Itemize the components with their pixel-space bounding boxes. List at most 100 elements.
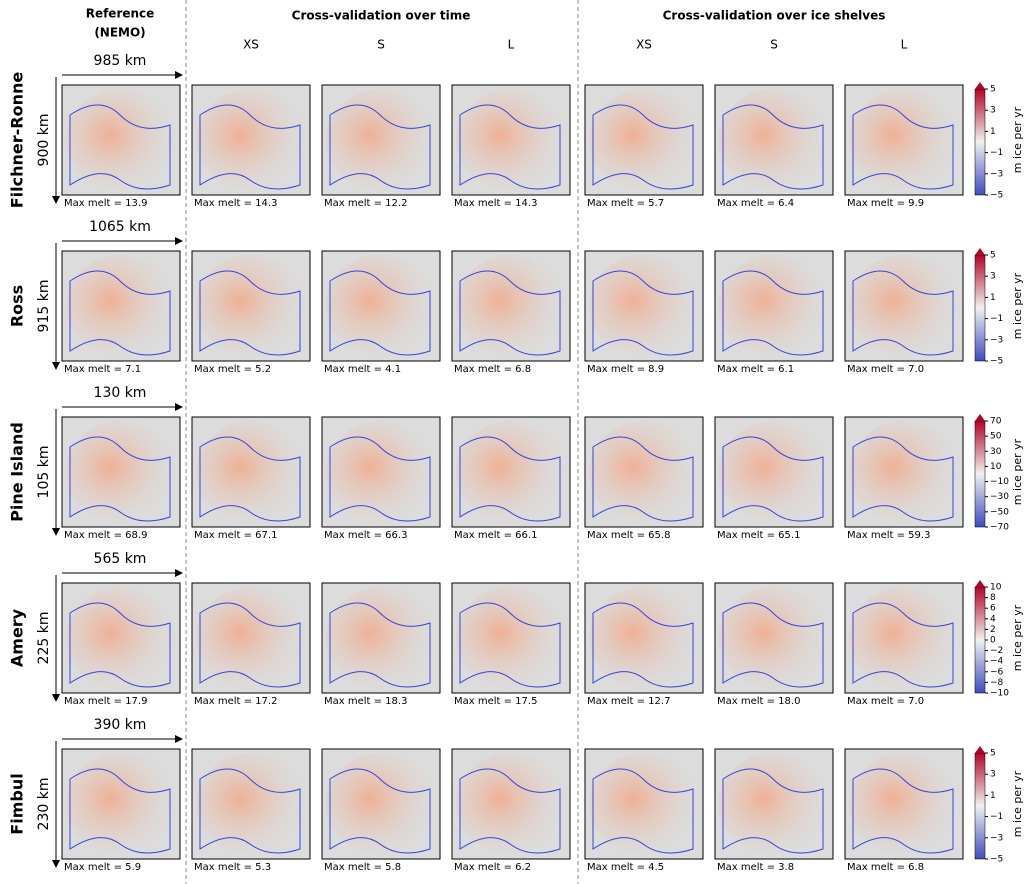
row-name: Fimbul (8, 773, 27, 834)
melt-field (66, 753, 176, 855)
melt-field (456, 587, 566, 689)
max-melt: Max melt = 5.7 (587, 198, 664, 209)
melt-field (326, 421, 436, 523)
colorbar-tick-label: 5 (990, 85, 996, 95)
height-label: 105 km (36, 446, 52, 499)
colorbar-tick-label: 50 (990, 432, 1002, 442)
melt-field (456, 421, 566, 523)
row-name: Amery (8, 608, 27, 667)
header: Reference (86, 7, 155, 21)
max-melt: Max melt = 17.2 (194, 696, 277, 707)
max-melt: Max melt = 7.0 (847, 696, 924, 707)
max-melt: Max melt = 7.0 (847, 364, 924, 375)
colorbar-tick-label: −3 (990, 335, 1003, 345)
melt-field (326, 587, 436, 689)
colorbar-tick-label: 5 (990, 749, 996, 759)
max-melt: Max melt = 12.7 (587, 696, 670, 707)
colorbar-tick-label: 6 (990, 604, 996, 614)
colorbar-tick-label: 1 (990, 127, 996, 137)
max-melt: Max melt = 14.3 (454, 198, 537, 209)
max-melt: Max melt = 66.3 (324, 530, 407, 541)
max-melt: Max melt = 18.0 (717, 696, 800, 707)
colorbar-tick-label: 0 (990, 636, 996, 646)
max-melt: Max melt = 6.4 (717, 198, 794, 209)
melt-field (326, 255, 436, 357)
max-melt: Max melt = 4.1 (324, 364, 401, 375)
melt-field (456, 89, 566, 191)
column-label: L (508, 38, 515, 52)
melt-field (456, 753, 566, 855)
colorbar-tick-label: 5 (990, 251, 996, 261)
group-title: Cross-validation over time (292, 9, 471, 23)
max-melt: Max melt = 17.9 (64, 696, 147, 707)
melt-field (66, 421, 176, 523)
colorbar-tick-label: −4 (990, 657, 1004, 667)
max-melt: Max melt = 5.2 (194, 364, 271, 375)
width-label: 390 km (94, 717, 147, 733)
melt-field (849, 255, 959, 357)
row-name: Filchner-Ronne (8, 72, 27, 209)
melt-field (196, 587, 306, 689)
melt-field (196, 753, 306, 855)
colorbar-tick-label: −5 (990, 855, 1003, 865)
column-label: XS (243, 38, 259, 52)
column-label: XS (636, 38, 652, 52)
max-melt: Max melt = 8.9 (587, 364, 664, 375)
colorbar-label: m ice per yr (1011, 438, 1024, 505)
melt-field (719, 587, 829, 689)
colorbar-tick-label: 1 (990, 293, 996, 303)
melt-field (589, 587, 699, 689)
colorbar-tick-label: −10 (990, 689, 1009, 699)
melt-field (196, 421, 306, 523)
max-melt: Max melt = 6.8 (847, 862, 924, 873)
width-label: 1065 km (89, 219, 151, 235)
width-label: 130 km (94, 385, 147, 401)
colorbar-tick-label: 4 (990, 614, 996, 624)
max-melt: Max melt = 65.1 (717, 530, 800, 541)
colorbar-label: m ice per yr (1011, 106, 1024, 173)
colorbar-extend (975, 414, 985, 421)
colorbar-tick-label: 10 (990, 462, 1002, 472)
max-melt: Max melt = 66.1 (454, 530, 537, 541)
melt-field (326, 753, 436, 855)
height-label: 900 km (36, 114, 52, 167)
colorbar-extend (975, 82, 985, 89)
max-melt: Max melt = 67.1 (194, 530, 277, 541)
colorbar-tick-label: −6 (990, 667, 1004, 677)
max-melt: Max melt = 18.3 (324, 696, 407, 707)
melt-field (196, 255, 306, 357)
colorbar (975, 89, 985, 195)
colorbar-tick-label: −8 (990, 678, 1004, 688)
colorbar-tick-label: 70 (990, 417, 1002, 427)
colorbar-tick-label: −1 (990, 314, 1003, 324)
colorbar-tick-label: −2 (990, 646, 1003, 656)
height-label: 915 km (36, 280, 52, 333)
column-label: S (770, 38, 778, 52)
row-name: Pine Island (8, 422, 27, 522)
melt-field (719, 753, 829, 855)
colorbar-tick-label: 3 (990, 106, 996, 116)
colorbar-tick-label: −30 (990, 492, 1009, 502)
colorbar-tick-label: −10 (990, 477, 1009, 487)
colorbar-tick-label: −1 (990, 148, 1003, 158)
figure: Reference (NEMO) Cross-validation over t… (0, 0, 1028, 884)
colorbar-extend (975, 746, 985, 753)
width-label: 985 km (94, 53, 147, 69)
colorbar-tick-label: 30 (990, 447, 1002, 457)
max-melt: Max melt = 6.1 (717, 364, 794, 375)
melt-field (849, 89, 959, 191)
melt-field (66, 587, 176, 689)
melt-field (589, 753, 699, 855)
height-label: 230 km (36, 778, 52, 831)
melt-field (849, 587, 959, 689)
max-melt: Max melt = 13.9 (64, 198, 147, 209)
colorbar-tick-label: 3 (990, 770, 996, 780)
melt-field (719, 255, 829, 357)
melt-field (66, 89, 176, 191)
colorbar-tick-label: −70 (990, 523, 1009, 533)
melt-field (326, 89, 436, 191)
colorbar-label: m ice per yr (1011, 604, 1024, 671)
melt-field (589, 421, 699, 523)
max-melt: Max melt = 14.3 (194, 198, 277, 209)
colorbar (975, 587, 985, 693)
